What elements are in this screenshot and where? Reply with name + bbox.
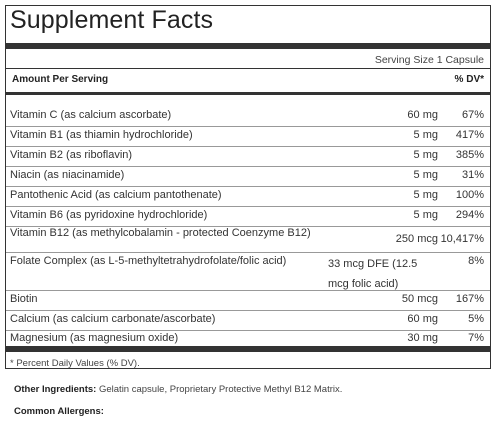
thick-divider-top <box>6 43 490 49</box>
nutrient-name: Niacin (as niacinamide) <box>10 169 125 181</box>
nutrient-amount: 5 mg <box>413 189 438 201</box>
nutrient-dv: 385% <box>455 149 484 161</box>
nutrient-amount: 5 mg <box>413 169 438 181</box>
nutrient-name: Vitamin B2 (as riboflavin) <box>10 149 133 161</box>
nutrient-name: Vitamin C (as calcium ascorbate) <box>10 109 172 121</box>
nutrient-amount: 5 mg <box>413 149 438 161</box>
nutrient-name: Folate Complex (as L-5-methyltetrahydrof… <box>10 255 287 267</box>
nutrient-amount: 30 mg <box>407 332 438 344</box>
thin-divider <box>6 68 490 69</box>
nutrient-dv: 7% <box>468 332 484 344</box>
panel-title: Supplement Facts <box>10 6 214 34</box>
nutrient-name: Calcium (as calcium carbonate/ascorbate) <box>10 313 216 325</box>
nutrient-name: Magnesium (as magnesium oxide) <box>10 332 179 344</box>
thick-divider-bottom <box>6 346 490 352</box>
nutrient-dv: 100% <box>455 189 484 201</box>
nutrient-amount: 33 mcg DFE (12.5 mcg folic acid) <box>328 258 418 290</box>
nutrient-dv: 294% <box>455 209 484 221</box>
nutrient-amount: 5 mg <box>413 209 438 221</box>
nutrient-amount: 50 mcg <box>401 293 438 305</box>
nutrient-dv: 5% <box>468 313 484 325</box>
nutrient-dv: 417% <box>455 129 484 141</box>
nutrient-amount: 60 mg <box>407 109 438 121</box>
nutrient-dv: 8% <box>468 255 484 267</box>
medium-divider <box>6 92 490 95</box>
nutrient-amount: 250 mcg <box>395 233 438 245</box>
common-allergens-label: Common Allergens: <box>14 406 104 417</box>
nutrient-dv: 167% <box>455 293 484 305</box>
other-ingredients-label: Other Ingredients: <box>14 384 97 395</box>
nutrient-dv: 67% <box>461 109 484 121</box>
other-ingredients-text: Gelatin capsule, Proprietary Protective … <box>96 384 343 395</box>
serving-size: Serving Size 1 Capsule <box>374 54 484 66</box>
daily-value-header: % DV* <box>454 74 484 85</box>
other-ingredients: Other Ingredients: Gelatin capsule, Prop… <box>14 384 342 395</box>
nutrient-name: Vitamin B6 (as pyridoxine hydrochloride) <box>10 209 208 221</box>
amount-per-serving-header: Amount Per Serving <box>12 74 109 85</box>
nutrient-dv: 10,417% <box>440 233 484 245</box>
footnote: * Percent Daily Values (% DV). <box>10 358 140 369</box>
nutrient-name: Biotin <box>10 293 38 305</box>
nutrient-name: Pantothenic Acid (as calcium pantothenat… <box>10 189 222 201</box>
nutrient-name: Vitamin B1 (as thiamin hydrochloride) <box>10 129 193 141</box>
nutrient-amount: 5 mg <box>413 129 438 141</box>
nutrient-amount: 60 mg <box>407 313 438 325</box>
nutrient-name: Vitamin B12 (as methylcobalamin - protec… <box>10 227 311 239</box>
supplement-facts-panel: Supplement Facts Serving Size 1 Capsule … <box>5 5 491 369</box>
nutrient-dv: 31% <box>461 169 484 181</box>
